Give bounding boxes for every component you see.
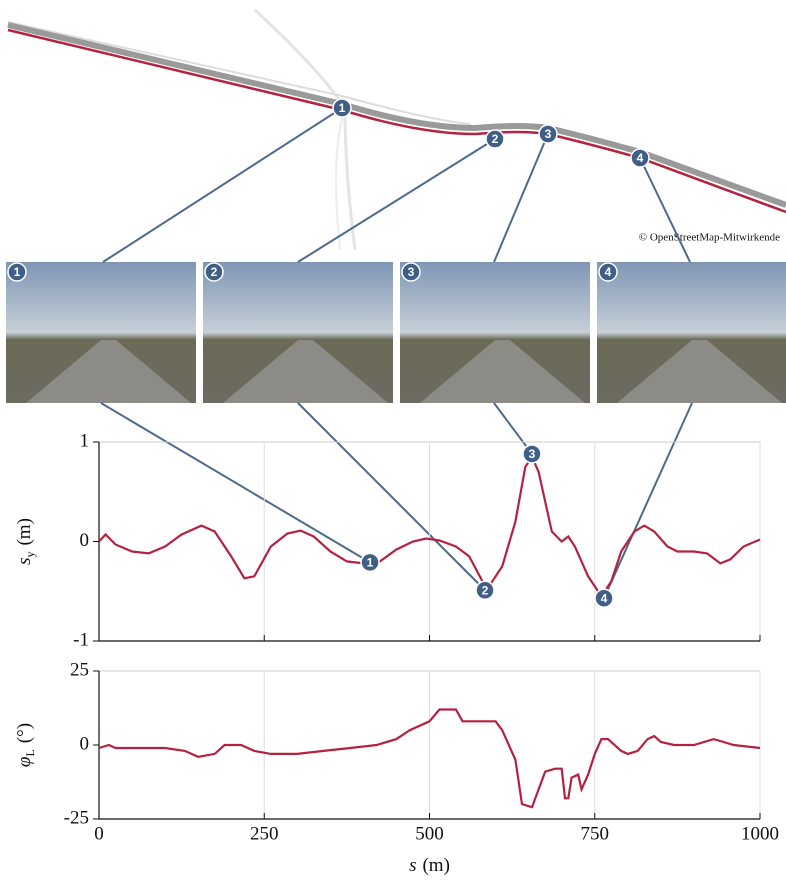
badge-label: 4 — [601, 591, 608, 605]
badge-label: 4 — [605, 265, 612, 279]
connectors — [100, 107, 693, 599]
y-axis-label: sy (m) — [14, 518, 36, 565]
marker — [360, 552, 380, 573]
badge-label: 2 — [482, 583, 489, 597]
side-road — [7, 21, 471, 125]
y-label-symbol: s — [14, 558, 35, 565]
connector — [297, 138, 496, 263]
badge — [332, 98, 352, 118]
x-tick-label: 500 — [415, 823, 444, 844]
data-line — [98, 454, 761, 599]
road-in-photo — [26, 340, 191, 403]
connector — [603, 402, 693, 599]
connector — [100, 402, 371, 564]
y-label-symbol: φ — [14, 757, 35, 768]
y-label-unit: (°) — [14, 723, 35, 743]
badge — [401, 262, 421, 282]
y-tick-label: 0 — [80, 733, 90, 754]
badge-label: 1 — [367, 556, 374, 570]
badge — [630, 148, 650, 168]
marker — [522, 444, 542, 464]
photos — [6, 262, 786, 403]
road-in-photo — [223, 340, 388, 403]
x-tick-label: 1000 — [741, 823, 779, 844]
y-label-subscript: y — [23, 552, 37, 558]
x-tick-label: 0 — [94, 823, 104, 844]
map: © OpenStreetMap-Mitwirkende — [7, 8, 786, 251]
road-in-photo — [617, 340, 782, 403]
marker — [594, 588, 614, 608]
map-credit: © OpenStreetMap-Mitwirkende — [639, 232, 780, 244]
connector — [493, 133, 549, 263]
y-axis-label: φL (°) — [14, 723, 36, 767]
road-in-photo — [420, 340, 585, 403]
connector — [639, 157, 691, 263]
connector — [493, 402, 533, 455]
x-axis-label: s (m) — [409, 855, 450, 876]
x-tick-label: 250 — [250, 823, 279, 844]
road — [7, 22, 786, 208]
connector — [102, 107, 343, 263]
y-label-unit: (m) — [14, 518, 35, 545]
badge-label: 4 — [637, 151, 644, 165]
badge — [204, 262, 224, 282]
marker — [475, 580, 495, 601]
x-tick-label: 750 — [581, 823, 610, 844]
badge-label: 3 — [408, 265, 415, 279]
y-tick-label: 25 — [70, 659, 89, 680]
badge — [485, 129, 505, 149]
y-tick-label: -1 — [73, 629, 89, 650]
data-line — [98, 708, 761, 809]
connector — [297, 402, 486, 591]
badges: 1 1 2 2 3 3 4 4 1 2 3 4 — [7, 98, 650, 608]
side-road — [335, 109, 346, 251]
badge-label: 1 — [14, 265, 21, 279]
badge-label: 1 — [339, 101, 346, 115]
y-tick-label: 0 — [80, 530, 90, 551]
y-tick-label: -25 — [64, 807, 89, 828]
badge-label: 2 — [211, 265, 218, 279]
trajectory — [7, 28, 786, 214]
y-tick-label: 1 — [80, 430, 90, 451]
badge-label: 3 — [529, 447, 536, 461]
badge-label: 3 — [545, 127, 552, 141]
badge-label: 2 — [492, 132, 499, 146]
badge — [7, 262, 27, 282]
x-label-symbol: s — [409, 855, 416, 876]
x-label-unit: (m) — [422, 855, 449, 876]
badge — [598, 262, 618, 282]
badge — [538, 124, 558, 144]
y-label-subscript: L — [23, 749, 37, 756]
